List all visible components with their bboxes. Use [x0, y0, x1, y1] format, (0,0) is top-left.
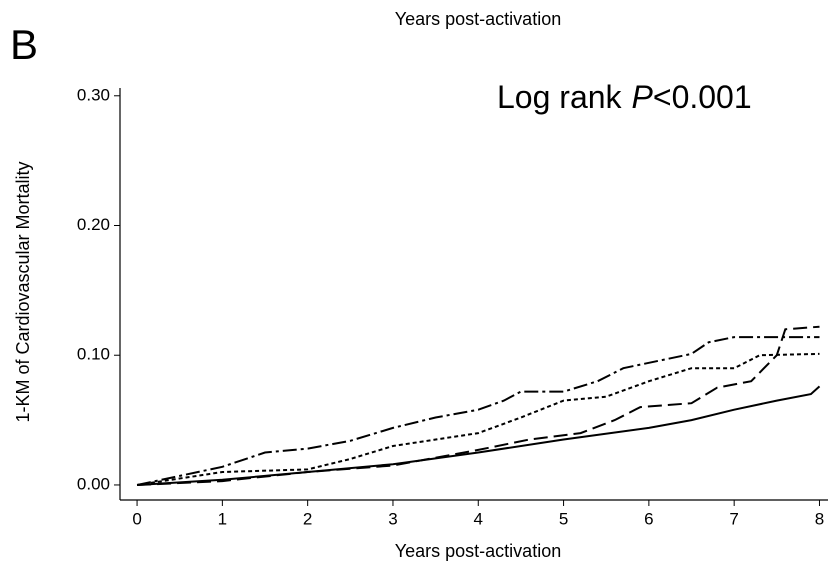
header-text: Years post-activation — [395, 9, 561, 29]
x-tick-label: 6 — [644, 509, 653, 528]
km-curve — [137, 325, 820, 486]
km-curve — [136, 352, 820, 486]
km-curve — [136, 336, 820, 486]
y-tick-label: 0.20 — [77, 215, 110, 234]
km-curve — [137, 385, 821, 486]
x-axis-label: Years post-activation — [395, 541, 561, 561]
y-tick-label: 0.30 — [77, 85, 110, 104]
annotation-italic: P — [632, 79, 654, 115]
x-tick-label: 0 — [132, 509, 141, 528]
y-axis-label: 1-KM of Cardiovascular Mortality — [13, 161, 33, 422]
x-tick-label: 5 — [559, 509, 568, 528]
annotation-text: Log rank — [497, 79, 623, 115]
x-tick-label: 4 — [474, 509, 483, 528]
panel-label: B — [10, 21, 38, 68]
y-tick-label: 0.10 — [77, 345, 110, 364]
x-tick-label: 2 — [303, 509, 312, 528]
x-tick-label: 7 — [729, 509, 738, 528]
x-tick-label: 3 — [388, 509, 397, 528]
x-tick-label: 8 — [815, 509, 824, 528]
y-tick-label: 0.00 — [77, 474, 110, 493]
annotation: Log rank P<0.001 — [497, 79, 752, 115]
x-tick-label: 1 — [218, 509, 227, 528]
annotation-text: <0.001 — [653, 79, 752, 115]
